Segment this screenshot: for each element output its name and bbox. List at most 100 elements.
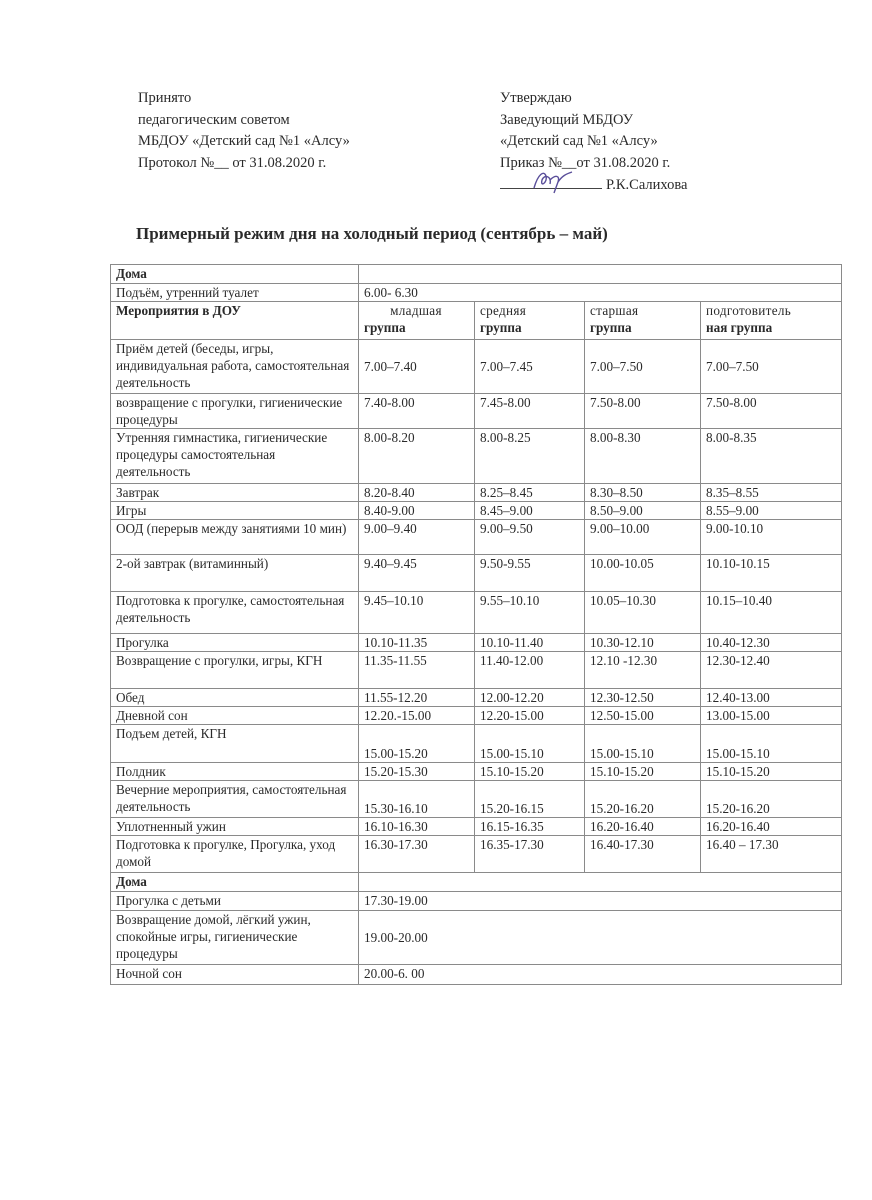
time-cell: 11.55-12.20 (358, 688, 475, 707)
time-cell: 7.50-8.00 (700, 393, 842, 429)
time-cell: 8.50–9.00 (584, 501, 701, 520)
activity-cell: Подъем детей, КГН (110, 724, 359, 763)
section-row-home: Дома (110, 872, 842, 892)
time-cell: 7.00–7.50 (584, 339, 701, 394)
table-row: Игры 8.40-9.00 8.45–9.00 8.50–9.00 8.55–9.00 (110, 501, 842, 520)
time-cell: 10.00-10.05 (584, 554, 701, 592)
time-cell: 9.50-9.55 (474, 554, 585, 592)
group-name-line: подготовитель (706, 303, 792, 318)
time-cell: 9.00–9.40 (358, 519, 475, 555)
activity-cell: Подготовка к прогулке, Прогулка, уход до… (110, 835, 359, 873)
column-header-group: младшая группа (358, 301, 475, 340)
time-cell: 15.00-15.10 (584, 724, 701, 763)
time-cell: 7.45-8.00 (474, 393, 585, 429)
schedule-table: Дома Подъём, утренний туалет 6.00- 6.30 Мер… (110, 264, 842, 985)
signatory-name: Р.К.Салихова (606, 177, 688, 193)
time-cell: 12.30-12.50 (584, 688, 701, 707)
empty-cell (358, 264, 842, 284)
time-cell: 15.00-15.20 (358, 724, 475, 763)
time-cell: 10.10-10.15 (700, 554, 842, 592)
group-name-line: старшая (590, 303, 639, 318)
table-row: Завтрак 8.20-8.40 8.25–8.45 8.30–8.50 8.35–8… (110, 483, 842, 502)
time-cell: 8.00-8.20 (358, 428, 475, 484)
time-cell: 7.50-8.00 (584, 393, 701, 429)
time-cell: 19.00-20.00 (358, 910, 842, 965)
column-header-group: средняя группа (474, 301, 585, 340)
time-cell: 16.20-16.40 (584, 817, 701, 836)
activity-cell: Полдник (110, 762, 359, 781)
activity-cell: Ночной сон (110, 964, 359, 985)
approval-line: Приказ №__от 31.08.2020 г. (500, 154, 671, 171)
time-cell: 7.40-8.00 (358, 393, 475, 429)
time-cell: 8.55–9.00 (700, 501, 842, 520)
time-cell: 15.00-15.10 (700, 724, 842, 763)
document-title: Примерный режим дня на холодный период (… (136, 224, 608, 243)
table-row: Обед 11.55-12.20 12.00-12.20 12.30-12.50 12.… (110, 688, 842, 707)
table-row: Утренняя гимнастика, гигиенические проце… (110, 428, 842, 484)
table-row: ООД (перерыв между занятиями 10 мин) 9.00… (110, 519, 842, 555)
time-cell: 8.00-8.30 (584, 428, 701, 484)
time-cell: 8.40-9.00 (358, 501, 475, 520)
time-cell: 10.40-12.30 (700, 633, 842, 652)
time-cell: 15.00-15.10 (474, 724, 585, 763)
time-cell: 15.20-16.20 (700, 780, 842, 818)
time-cell: 11.35-11.55 (358, 651, 475, 689)
approval-line: «Детский сад №1 «Алсу» (500, 133, 658, 149)
table-row: Подъем детей, КГН 15.00-15.20 15.00-15.10 1… (110, 724, 842, 763)
column-header-group: старшая группа (584, 301, 701, 340)
time-cell: 16.35-17.30 (474, 835, 585, 873)
time-cell: 7.00–7.45 (474, 339, 585, 394)
table-row: Подготовка к прогулке, Прогулка, уход до… (110, 835, 842, 873)
activity-cell: Утренняя гимнастика, гигиенические проце… (110, 428, 359, 484)
table-row: Подготовка к прогулке, самостоятельная д… (110, 591, 842, 634)
time-cell: 16.15-16.35 (474, 817, 585, 836)
time-cell: 9.55–10.10 (474, 591, 585, 634)
time-cell: 16.20-16.40 (700, 817, 842, 836)
approval-line: Заведующий МБДОУ (500, 111, 633, 128)
activity-cell: Завтрак (110, 483, 359, 502)
activity-cell: Игры (110, 501, 359, 520)
time-cell: 15.10-15.20 (474, 762, 585, 781)
time-cell: 16.40 – 17.30 (700, 835, 842, 873)
activity-cell: Возвращение с прогулки, игры, КГН (110, 651, 359, 689)
time-cell: 11.40-12.00 (474, 651, 585, 689)
time-cell: 12.40-13.00 (700, 688, 842, 707)
time-cell: 12.20-15.00 (474, 706, 585, 725)
time-cell: 9.45–10.10 (358, 591, 475, 634)
time-cell: 8.20-8.40 (358, 483, 475, 502)
activity-cell: Вечерние мероприятия, самостоятельная де… (110, 780, 359, 818)
time-cell: 10.05–10.30 (584, 591, 701, 634)
activity-cell: Прогулка (110, 633, 359, 652)
table-row: Полдник 15.20-15.30 15.10-15.20 15.10-15.20… (110, 762, 842, 781)
empty-cell (358, 872, 842, 892)
group-name-line: младшая (390, 303, 442, 318)
time-cell: 15.20-15.30 (358, 762, 475, 781)
table-row: Прогулка с детьми 17.30-19.00 (110, 891, 842, 911)
time-cell: 15.10-15.20 (584, 762, 701, 781)
time-cell: 10.10-11.40 (474, 633, 585, 652)
table-row: возвращение с прогулки, гигиенические пр… (110, 393, 842, 429)
activity-cell: Подъём, утренний туалет (110, 283, 359, 302)
group-name-line: группа (590, 320, 632, 335)
table-row: Возвращение домой, лёгкий ужин, спокойны… (110, 910, 842, 965)
time-cell: 12.50-15.00 (584, 706, 701, 725)
time-cell: 8.00-8.25 (474, 428, 585, 484)
table-row: Прогулка 10.10-11.35 10.10-11.40 10.30-12.1… (110, 633, 842, 652)
approval-line: МБДОУ «Детский сад №1 «Алсу» (138, 133, 350, 149)
time-cell: 16.10-16.30 (358, 817, 475, 836)
approval-block-pedagogical-council: Принято педагогическим советом МБДОУ «Де… (138, 88, 350, 174)
table-row: Вечерние мероприятия, самостоятельная де… (110, 780, 842, 818)
signature-line: Р.К.Салихова (500, 171, 688, 197)
activity-cell: ООД (перерыв между занятиями 10 мин) (110, 519, 359, 555)
time-cell: 15.20-16.15 (474, 780, 585, 818)
time-cell: 9.00–10.00 (584, 519, 701, 555)
time-cell: 12.20.-15.00 (358, 706, 475, 725)
time-cell: 9.00-10.10 (700, 519, 842, 555)
time-cell: 6.00- 6.30 (358, 283, 842, 302)
time-cell: 9.00–9.50 (474, 519, 585, 555)
section-row-home: Дома (110, 264, 842, 284)
activity-cell: Дневной сон (110, 706, 359, 725)
time-cell: 7.00–7.50 (700, 339, 842, 394)
table-row: Подъём, утренний туалет 6.00- 6.30 (110, 283, 842, 302)
activity-cell: Обед (110, 688, 359, 707)
